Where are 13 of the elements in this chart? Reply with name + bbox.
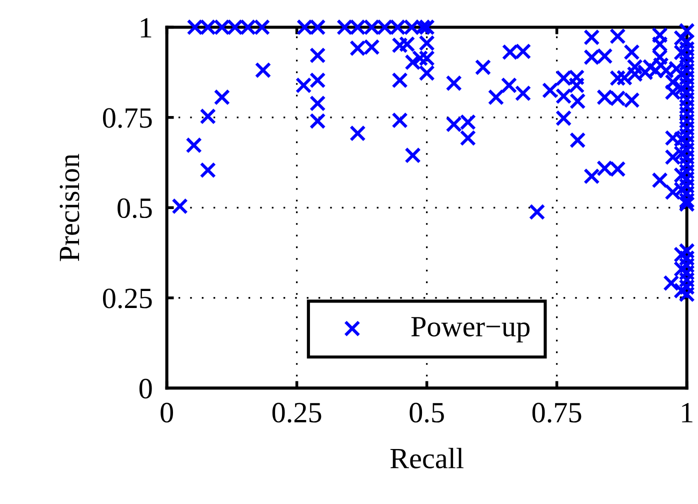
x-tick-label: 0.25 — [272, 402, 322, 423]
y-tick-label: 0.25 — [103, 288, 152, 308]
x-tick-label: 0.5 — [410, 402, 444, 423]
y-tick-label: 1 — [140, 18, 152, 38]
y-tick-label: 0.75 — [103, 108, 152, 128]
y-axis-title: Precision — [60, 154, 80, 262]
y-tick-label: 0 — [139, 378, 152, 398]
x-tick-label: 0 — [160, 402, 173, 422]
x-axis-title: Recall — [390, 448, 464, 468]
y-tick-label: 0.5 — [118, 198, 152, 218]
legend-label: Power−up — [411, 317, 530, 342]
x-tick-label: 1 — [682, 402, 692, 422]
x-tick-label: 0.75 — [532, 402, 582, 423]
